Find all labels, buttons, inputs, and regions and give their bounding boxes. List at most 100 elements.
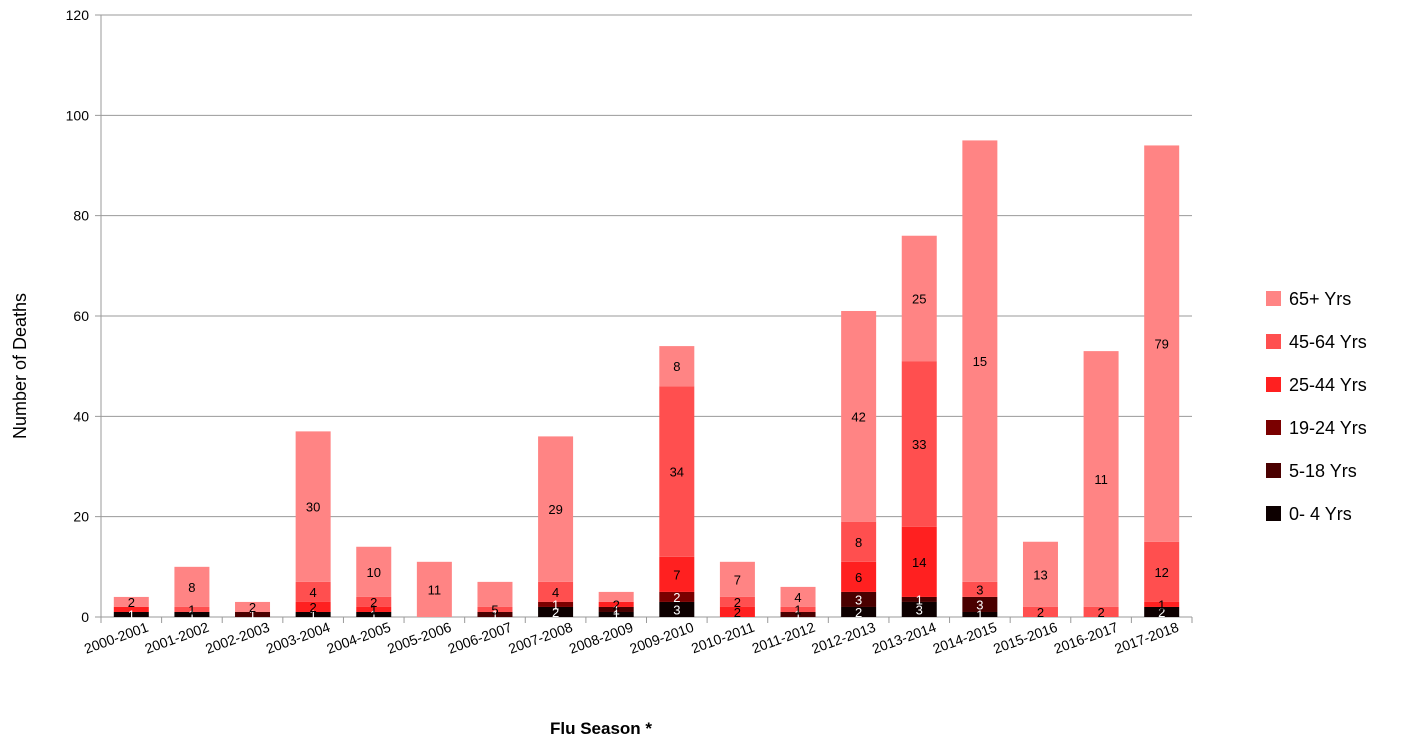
x-tick-label: 2006-2007 bbox=[446, 619, 515, 657]
x-tick-label: 2016-2017 bbox=[1052, 619, 1121, 657]
bar-segment bbox=[719, 561, 755, 597]
data-label: 11 bbox=[428, 582, 442, 597]
data-label: 8 bbox=[673, 359, 680, 374]
bar-segment bbox=[659, 601, 695, 617]
bar-segment bbox=[235, 611, 271, 617]
bar-segment bbox=[538, 581, 574, 602]
legend-swatch bbox=[1266, 291, 1281, 306]
data-label: 79 bbox=[1154, 337, 1168, 352]
x-tick-label: 2017-2018 bbox=[1112, 619, 1181, 657]
data-label: 1 bbox=[1158, 597, 1165, 612]
bar-segment bbox=[113, 596, 149, 607]
x-tick-label: 2005-2006 bbox=[385, 619, 454, 657]
data-label: 2 bbox=[552, 605, 559, 620]
data-label: 10 bbox=[367, 565, 381, 580]
bar-segment bbox=[1144, 541, 1180, 602]
legend-label: 25-44 Yrs bbox=[1289, 375, 1367, 395]
legend-label: 19-24 Yrs bbox=[1289, 418, 1367, 438]
bar-segment bbox=[659, 556, 695, 592]
bar-segment bbox=[1083, 351, 1119, 607]
data-label: 3 bbox=[673, 602, 680, 617]
bar-segment bbox=[1144, 601, 1180, 607]
x-tick-label: 2012-2013 bbox=[809, 619, 878, 657]
bar-segment bbox=[841, 521, 877, 562]
bar-segment bbox=[1022, 541, 1058, 607]
bar-segment bbox=[1144, 606, 1180, 617]
bar-segment bbox=[295, 581, 331, 602]
legend-label: 0- 4 Yrs bbox=[1289, 504, 1352, 524]
y-tick-label: 100 bbox=[66, 107, 90, 123]
x-tick-label: 2015-2016 bbox=[991, 619, 1060, 657]
x-tick-label: 2013-2014 bbox=[870, 619, 939, 657]
bar-segment bbox=[841, 606, 877, 617]
bar-segment bbox=[901, 601, 937, 617]
bar-segment bbox=[962, 581, 998, 597]
bar-segment bbox=[780, 606, 816, 612]
bar-segment bbox=[295, 601, 331, 612]
bar-segment bbox=[719, 596, 755, 607]
data-label: 4 bbox=[552, 585, 559, 600]
bar-segment bbox=[1083, 606, 1119, 617]
bar-segment bbox=[659, 386, 695, 557]
data-label: 8 bbox=[855, 535, 862, 550]
data-label: 1 bbox=[613, 607, 620, 622]
data-label: 1 bbox=[976, 607, 983, 622]
data-label: 7 bbox=[734, 572, 741, 587]
y-tick-label: 60 bbox=[73, 308, 89, 324]
data-label: 4 bbox=[310, 585, 317, 600]
data-label: 1 bbox=[794, 602, 801, 617]
data-label: 11 bbox=[1094, 472, 1108, 487]
data-label: 2 bbox=[128, 595, 135, 610]
bar-segment bbox=[719, 606, 755, 617]
legend-swatch bbox=[1266, 377, 1281, 392]
data-label: 25 bbox=[912, 291, 926, 306]
y-axis-ticks: 0 20 40 60 80 100 120 bbox=[66, 7, 90, 625]
data-label: 2 bbox=[613, 597, 620, 612]
data-label: 1 bbox=[370, 602, 377, 617]
bar-segment bbox=[901, 526, 937, 597]
data-label: 1 bbox=[552, 597, 559, 612]
data-label: 3 bbox=[976, 582, 983, 597]
data-label: 2 bbox=[855, 605, 862, 620]
bar-segment bbox=[598, 611, 634, 617]
bar-segment bbox=[356, 611, 392, 617]
data-label: 4 bbox=[794, 590, 801, 605]
bar-segment bbox=[416, 561, 452, 617]
y-tick-label: 80 bbox=[73, 208, 89, 224]
x-tick-label: 2002-2003 bbox=[203, 619, 272, 657]
data-label: 2 bbox=[1037, 605, 1044, 620]
data-label: 2 bbox=[1158, 605, 1165, 620]
data-label: 34 bbox=[670, 465, 684, 480]
x-tick-label: 2001-2002 bbox=[143, 619, 212, 657]
data-label: 1 bbox=[916, 592, 923, 607]
legend-swatch bbox=[1266, 420, 1281, 435]
data-label: 1 bbox=[188, 607, 195, 622]
x-tick-label: 2007-2008 bbox=[506, 619, 575, 657]
x-tick-label: 2004-2005 bbox=[324, 619, 393, 657]
y-axis-title: Number of Deaths bbox=[10, 293, 30, 439]
data-label: 1 bbox=[128, 607, 135, 622]
data-label: 3 bbox=[855, 592, 862, 607]
legend-swatch bbox=[1266, 463, 1281, 478]
bar-segment bbox=[962, 140, 998, 582]
data-label: 8 bbox=[188, 580, 195, 595]
data-label: 2 bbox=[734, 605, 741, 620]
bar-segment bbox=[901, 361, 937, 527]
bar-segment bbox=[780, 611, 816, 617]
bar-segment bbox=[235, 601, 271, 612]
data-label: 15 bbox=[973, 354, 987, 369]
bar-segment bbox=[1144, 145, 1180, 542]
bar-segment bbox=[659, 346, 695, 387]
data-label: 2 bbox=[249, 600, 256, 615]
data-label: 29 bbox=[548, 502, 562, 517]
data-label: 30 bbox=[306, 500, 320, 515]
x-tick-label: 2003-2004 bbox=[264, 619, 333, 657]
bar-segment bbox=[659, 591, 695, 602]
legend-swatch bbox=[1266, 334, 1281, 349]
legend-label: 65+ Yrs bbox=[1289, 289, 1351, 309]
bar-segment bbox=[841, 591, 877, 607]
data-label: 2 bbox=[734, 595, 741, 610]
bar-segment bbox=[477, 611, 513, 617]
x-axis-ticks: 2000-20012001-20022002-20032003-20042004… bbox=[82, 617, 1193, 657]
